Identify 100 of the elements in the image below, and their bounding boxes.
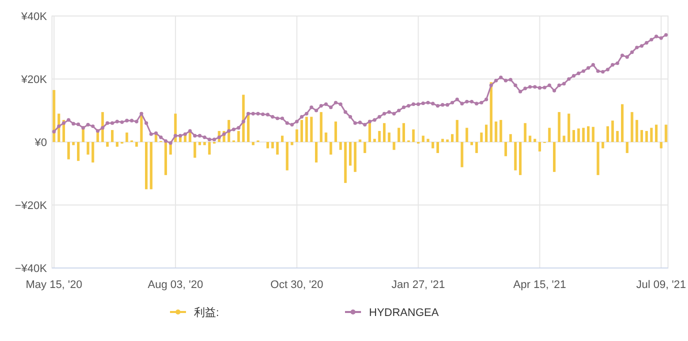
- bar: [470, 142, 474, 146]
- bar: [528, 136, 532, 142]
- bar: [460, 142, 464, 168]
- bar: [630, 112, 634, 142]
- bar: [534, 138, 536, 142]
- bar: [664, 124, 668, 142]
- bar: [446, 139, 449, 142]
- bar: [412, 129, 415, 142]
- bar: [562, 136, 566, 142]
- x-tick-label: Jan 27, '21: [392, 279, 446, 291]
- bar: [150, 142, 152, 190]
- bar: [392, 142, 396, 150]
- bar: [373, 138, 376, 142]
- bar: [504, 142, 508, 156]
- y-tick-label: ¥0: [34, 137, 47, 149]
- bar: [92, 142, 94, 162]
- bar: [616, 130, 619, 142]
- bar: [324, 132, 328, 142]
- bar: [290, 142, 294, 146]
- bar: [640, 130, 644, 142]
- bar: [310, 116, 313, 142]
- bar: [592, 126, 594, 142]
- bar: [475, 142, 478, 154]
- bar: [378, 130, 381, 142]
- bar: [358, 139, 362, 142]
- bar: [52, 90, 56, 142]
- bar: [568, 114, 570, 142]
- bar: [194, 142, 196, 158]
- bar: [382, 123, 386, 142]
- bar: [645, 130, 648, 142]
- bar: [339, 142, 342, 150]
- bar: [596, 142, 600, 176]
- bar: [314, 142, 318, 162]
- bar: [650, 128, 653, 142]
- bar: [538, 142, 542, 152]
- bar: [86, 142, 90, 155]
- bar: [276, 142, 279, 155]
- legend-label: 利益:: [194, 306, 220, 319]
- bar: [330, 142, 332, 155]
- bar: [296, 129, 298, 142]
- y-tick-label: −¥40K: [14, 263, 48, 275]
- bar: [364, 142, 366, 154]
- bar: [126, 132, 128, 142]
- bar: [518, 142, 522, 176]
- y-tick-label: ¥20K: [20, 74, 48, 86]
- bar: [586, 126, 590, 142]
- bar: [572, 130, 576, 142]
- bar: [110, 130, 114, 142]
- bar: [348, 142, 352, 166]
- bar: [426, 138, 430, 142]
- bar: [552, 142, 556, 172]
- bar: [266, 142, 270, 148]
- bar: [402, 123, 406, 142]
- bar: [456, 120, 458, 142]
- bar: [606, 126, 610, 142]
- bar: [354, 142, 356, 172]
- bar: [432, 142, 434, 148]
- bar: [72, 142, 75, 146]
- x-tick-label: Oct 30, '20: [270, 279, 324, 291]
- bar: [67, 142, 70, 160]
- bar: [611, 120, 614, 142]
- bar: [441, 138, 444, 142]
- bar: [344, 142, 347, 183]
- bar: [106, 142, 109, 147]
- x-tick-label: Aug 03, '20: [148, 279, 204, 291]
- bar: [509, 134, 512, 142]
- y-tick-label: −¥20K: [14, 200, 48, 212]
- x-tick-label: Apr 15, '21: [513, 279, 566, 291]
- bar: [280, 136, 284, 142]
- bar: [548, 128, 551, 142]
- legend-label: HYDRANGEA: [369, 307, 440, 319]
- bar: [466, 128, 468, 142]
- bar: [198, 142, 202, 146]
- bar: [577, 128, 580, 142]
- bar: [388, 132, 390, 142]
- bar: [76, 142, 80, 161]
- bar: [436, 142, 440, 154]
- bar: [500, 120, 502, 142]
- bar: [654, 124, 658, 142]
- bar: [514, 142, 517, 170]
- bar: [636, 120, 638, 142]
- bar: [271, 142, 274, 148]
- bar: [252, 142, 254, 146]
- y-tick-label: ¥40K: [20, 11, 48, 23]
- bar: [602, 142, 604, 148]
- bar: [626, 142, 628, 154]
- bar: [286, 142, 288, 170]
- x-tick-label: Jul 09, '21: [636, 279, 686, 291]
- bar: [320, 112, 322, 142]
- bar: [558, 112, 560, 142]
- bar: [334, 122, 338, 142]
- bar: [484, 124, 488, 142]
- bar: [398, 128, 400, 142]
- bar: [144, 142, 148, 190]
- bar: [494, 122, 498, 142]
- bar: [480, 132, 483, 142]
- bar: [660, 142, 662, 148]
- bar: [524, 123, 526, 142]
- bar: [116, 142, 118, 147]
- bar: [422, 136, 424, 142]
